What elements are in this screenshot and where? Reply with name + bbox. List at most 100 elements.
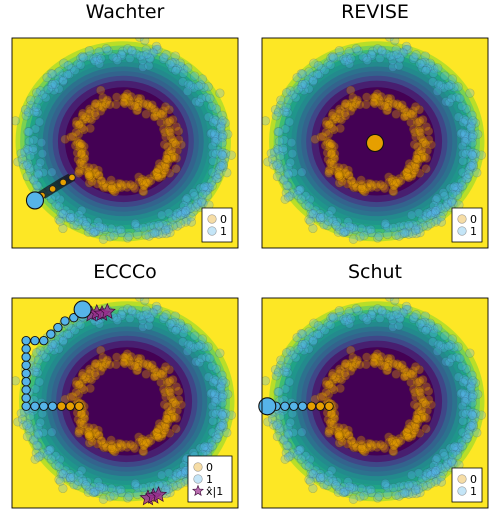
class-1-point xyxy=(344,307,354,317)
class-1-point xyxy=(328,311,338,321)
class-0-point xyxy=(138,446,148,456)
class-1-point xyxy=(466,381,476,391)
class-1-point xyxy=(32,440,42,451)
class-0-point xyxy=(399,430,409,440)
class-1-point xyxy=(78,53,89,63)
class-1-point xyxy=(200,441,210,451)
class-1-point xyxy=(447,74,458,84)
class-1-point xyxy=(269,147,280,157)
class-0-point xyxy=(390,180,400,190)
class-0-point xyxy=(386,354,396,364)
class-0-point xyxy=(424,395,434,405)
class-0-point xyxy=(334,422,344,433)
class-0-point xyxy=(162,377,172,387)
class-0-point xyxy=(387,176,397,186)
class-0-point xyxy=(142,438,152,448)
class-1-point xyxy=(223,129,233,139)
class-1-point xyxy=(462,395,472,405)
class-1-point xyxy=(468,390,478,400)
class-0-point xyxy=(169,397,180,408)
class-1-point xyxy=(407,470,417,480)
class-1-point xyxy=(308,469,318,479)
class-1-point xyxy=(381,49,391,59)
class-1-point xyxy=(140,38,150,46)
class-1-point xyxy=(38,448,48,458)
class-1-point xyxy=(461,434,472,444)
class-1-point xyxy=(356,223,367,234)
class-0-point xyxy=(413,414,423,424)
class-1-point xyxy=(377,47,387,57)
class-0-point xyxy=(94,430,104,440)
class-0-point xyxy=(77,110,87,121)
class-0-point xyxy=(171,413,182,423)
class-0-point xyxy=(357,441,367,451)
class-1-point xyxy=(466,416,476,426)
class-0-point xyxy=(327,110,337,121)
class-1-point xyxy=(218,407,228,418)
class-1-point xyxy=(211,174,222,184)
class-1-point xyxy=(296,194,307,204)
class-1-point xyxy=(295,445,305,455)
class-1-point xyxy=(452,442,462,452)
class-1-point xyxy=(311,205,321,215)
class-1-point xyxy=(454,182,464,192)
class-0-point xyxy=(176,400,186,410)
class-1-point xyxy=(397,307,408,317)
class-0-point xyxy=(402,170,413,180)
class-1-point xyxy=(285,346,295,356)
class-1-point xyxy=(186,203,196,213)
class-0-point xyxy=(384,172,394,182)
class-1-point xyxy=(415,319,425,329)
class-1-point xyxy=(308,335,318,346)
class-1-point xyxy=(64,69,74,79)
class-1-point xyxy=(65,213,75,223)
class-0-point xyxy=(412,149,422,159)
legend-marker xyxy=(207,214,217,224)
class-1-point xyxy=(323,319,333,329)
class-0-point xyxy=(413,410,423,420)
class-0-point xyxy=(348,181,358,191)
class-0-point xyxy=(401,167,412,177)
class-1-point xyxy=(421,212,432,222)
class-1-point xyxy=(109,491,119,501)
class-1-point xyxy=(332,217,342,227)
class-1-point xyxy=(216,126,226,137)
class-0-point xyxy=(335,383,345,394)
class-0-point xyxy=(417,138,427,148)
class-0-point xyxy=(97,99,107,109)
class-1-point xyxy=(456,437,467,447)
class-1-point xyxy=(305,194,315,205)
class-1-point xyxy=(144,481,154,491)
class-0-point xyxy=(381,358,391,368)
class-0-point xyxy=(414,124,424,134)
class-1-point xyxy=(88,228,98,238)
class-0-point xyxy=(139,446,149,457)
class-1-point xyxy=(426,321,436,331)
class-1-point xyxy=(296,342,307,352)
class-1-point xyxy=(54,475,64,485)
class-1-point xyxy=(466,383,476,393)
counterfactual-trail xyxy=(38,173,69,193)
class-0-point xyxy=(380,101,390,111)
class-1-point xyxy=(417,214,427,224)
class-0-point xyxy=(97,359,107,369)
class-0-point xyxy=(167,404,177,415)
class-0-point xyxy=(323,136,333,147)
class-1-point xyxy=(93,486,104,497)
class-0-point xyxy=(336,432,347,442)
class-0-point xyxy=(97,435,107,446)
class-0-point xyxy=(166,392,176,402)
class-0-point xyxy=(156,117,166,128)
class-1-point xyxy=(312,473,322,483)
class-0-point xyxy=(102,356,112,366)
class-1-point xyxy=(268,420,279,430)
class-1-point xyxy=(436,340,446,351)
class-1-point xyxy=(285,451,295,461)
class-0-point xyxy=(410,417,420,428)
class-0-point xyxy=(74,168,84,178)
class-1-point xyxy=(206,177,217,187)
class-0-point xyxy=(163,414,173,424)
class-1-point xyxy=(454,442,464,452)
class-1-point xyxy=(131,49,141,59)
sample-points xyxy=(262,38,486,244)
